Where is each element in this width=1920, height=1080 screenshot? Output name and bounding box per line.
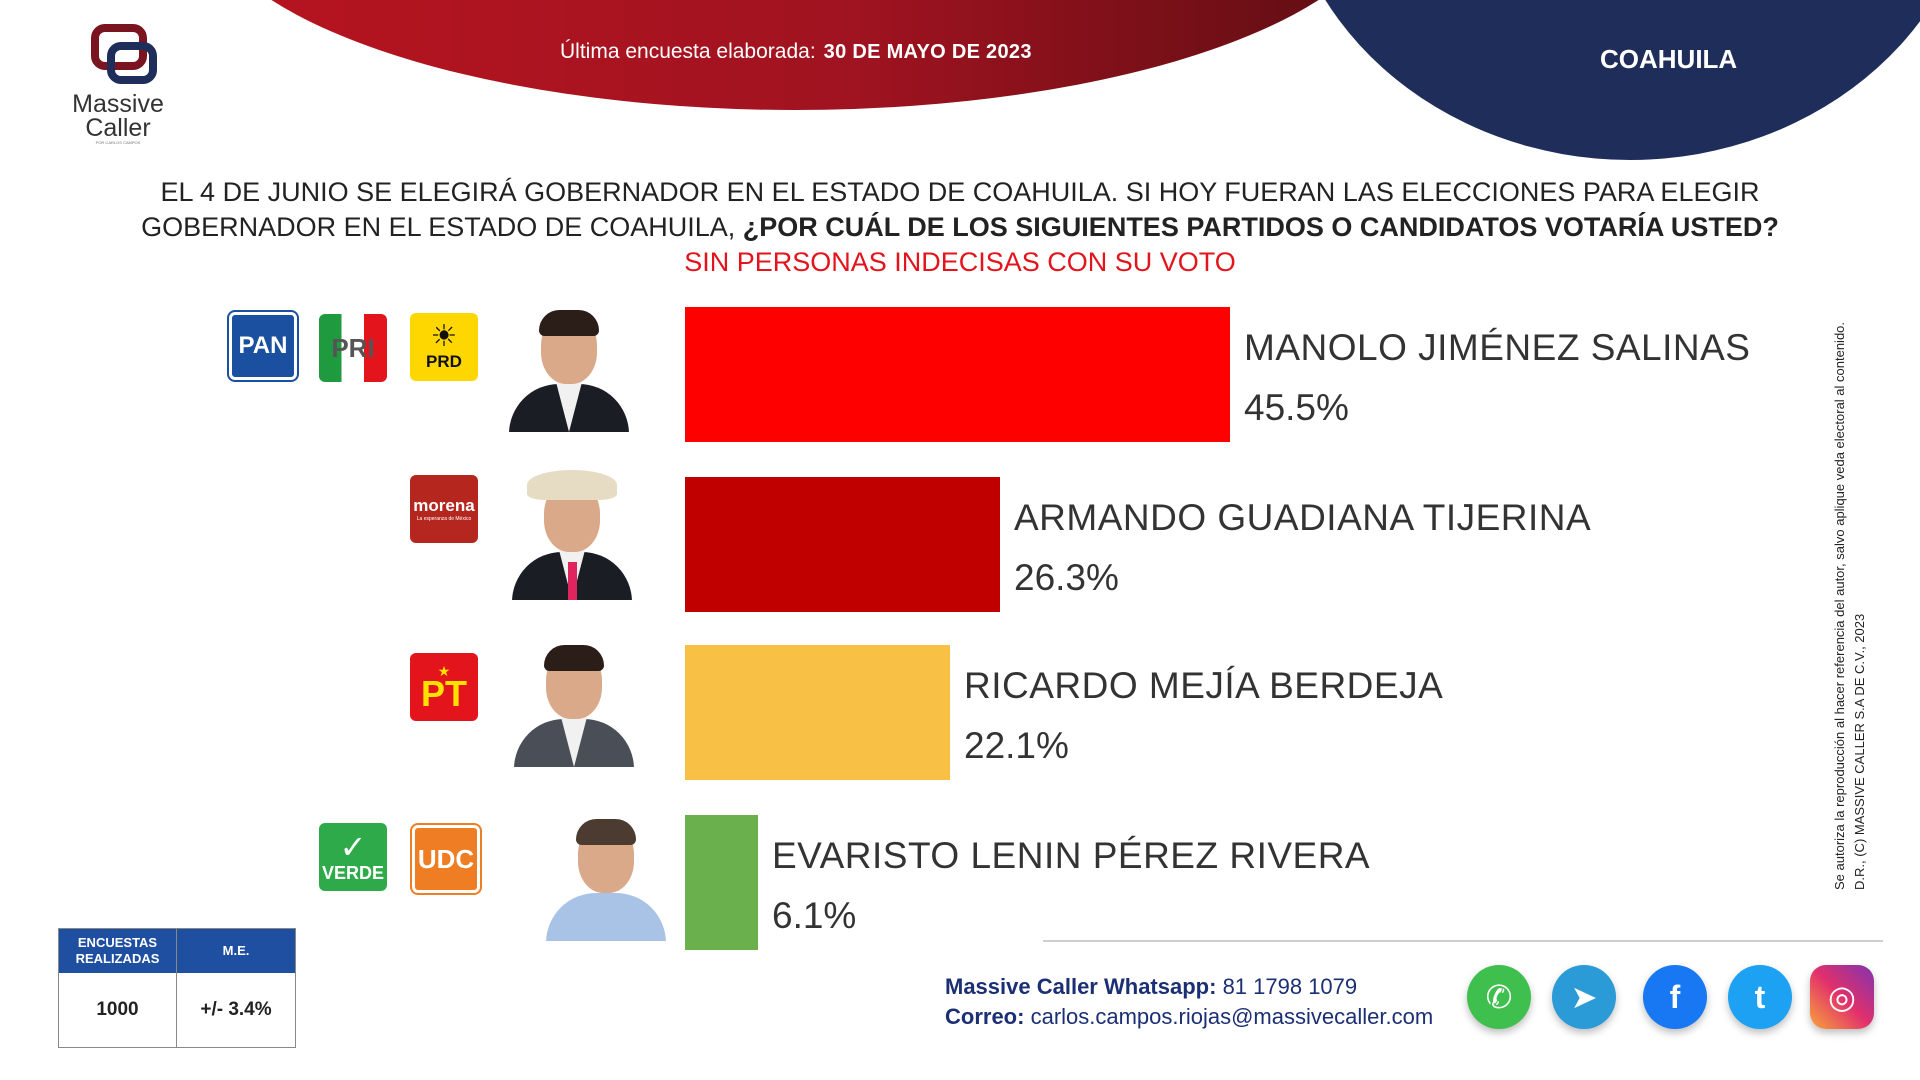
- pt-text: PT: [420, 673, 467, 714]
- candidate-name-guadiana: ARMANDO GUADIANA TIJERINA: [1014, 497, 1592, 538]
- survey-stats-table: ENCUESTAS REALIZADAS M.E. 1000 +/- 3.4%: [58, 928, 296, 1048]
- logo-name-2: Caller: [85, 114, 151, 142]
- stats-header-margin: M.E.: [177, 929, 295, 973]
- verde-toucan-icon: ✓: [339, 828, 367, 865]
- candidate-value-perez: 6.1%: [772, 895, 857, 936]
- bar-guadiana: [685, 477, 1000, 612]
- bar-jimenez: [685, 307, 1230, 442]
- udc-text: UDC: [417, 843, 475, 874]
- candidate-value-mejia: 22.1%: [964, 725, 1069, 766]
- whatsapp-label: Massive Caller Whatsapp:: [945, 974, 1217, 999]
- candidate-photo-jimenez: [504, 302, 634, 432]
- survey-date-line: Última encuesta elaborada: 30 DE MAYO DE …: [560, 40, 1032, 64]
- logo-name-1: Massive: [72, 90, 164, 118]
- logo-mark-icon: [73, 22, 163, 92]
- telegram-icon[interactable]: ➤: [1552, 965, 1616, 1029]
- prd-text: PRD: [426, 352, 462, 371]
- stats-value-surveys: 1000: [59, 973, 177, 1047]
- candidate-photo-perez: [541, 811, 671, 941]
- pri-text: PRI: [331, 332, 375, 363]
- pt-logo: ★ PT: [410, 653, 478, 721]
- pri-logo: PRI: [319, 314, 387, 382]
- whatsapp-number[interactable]: 81 1798 1079: [1222, 974, 1358, 999]
- bar-perez: [685, 815, 758, 950]
- prd-sun-icon: ☀: [430, 320, 458, 353]
- whatsapp-icon[interactable]: ✆: [1467, 965, 1531, 1029]
- udc-logo: UDC: [412, 825, 480, 893]
- question-line-1: EL 4 DE JUNIO SE ELEGIRÁ GOBERNADOR EN E…: [160, 177, 1760, 207]
- candidate-photo-mejia: [509, 637, 639, 767]
- candidate-name-jimenez: MANOLO JIMÉNEZ SALINAS: [1244, 327, 1751, 368]
- header-navy-circle: [1280, 0, 1920, 160]
- morena-logo: morena La esperanza de México: [410, 475, 478, 543]
- pan-logo: PAN: [229, 312, 297, 380]
- pt-star-icon: ★: [437, 663, 451, 679]
- candidate-name-mejia: RICARDO MEJÍA BERDEJA: [964, 665, 1444, 706]
- twitter-icon[interactable]: t: [1728, 965, 1792, 1029]
- survey-label: Última encuesta elaborada:: [560, 40, 816, 63]
- email-label: Correo:: [945, 1004, 1025, 1029]
- verde-text: VERDE: [321, 862, 384, 883]
- candidate-photo-guadiana: [507, 470, 637, 600]
- copyright-vertical: Se autoriza la reproducción al hacer ref…: [1830, 322, 1870, 890]
- bar-mejia: [685, 645, 950, 780]
- candidate-value-guadiana: 26.3%: [1014, 557, 1119, 598]
- state-name: COAHUILA: [1600, 44, 1738, 74]
- email-address[interactable]: carlos.campos.riojas@massivecaller.com: [1030, 1004, 1434, 1029]
- copyright-line-2: Se autoriza la reproducción al hacer ref…: [1832, 321, 1847, 890]
- copyright-line-1: D.R., (C) MASSIVE CALLER S.A DE C.V., 20…: [1852, 613, 1867, 890]
- survey-date: 30 DE MAYO DE 2023: [823, 41, 1032, 63]
- morena-tagline: La esperanza de México: [416, 516, 472, 522]
- stats-header-surveys: ENCUESTAS REALIZADAS: [59, 929, 177, 973]
- candidate-value-jimenez: 45.5%: [1244, 387, 1349, 428]
- logo-tagline: POR CARLOS CAMPOS: [95, 140, 141, 145]
- survey-question: EL 4 DE JUNIO SE ELEGIRÁ GOBERNADOR EN E…: [120, 175, 1800, 280]
- pan-text: PAN: [238, 332, 288, 359]
- contact-info: Massive Caller Whatsapp: 81 1798 1079 Co…: [945, 972, 1433, 1032]
- verde-logo: ✓ VERDE: [319, 823, 387, 891]
- morena-text: morena: [413, 496, 475, 515]
- candidate-name-perez: EVARISTO LENIN PÉREZ RIVERA: [772, 835, 1371, 876]
- question-subtitle: SIN PERSONAS INDECISAS CON SU VOTO: [684, 247, 1236, 277]
- massive-caller-logo: Massive Caller POR CARLOS CAMPOS: [58, 22, 178, 145]
- facebook-icon[interactable]: f: [1643, 965, 1707, 1029]
- footer-divider: [1043, 940, 1883, 942]
- question-line-2: GOBERNADOR EN EL ESTADO DE COAHUILA, ¿PO…: [120, 210, 1800, 245]
- prd-logo: ☀ PRD: [410, 313, 478, 381]
- stats-value-margin: +/- 3.4%: [200, 999, 272, 1020]
- question-line-2-regular: GOBERNADOR EN EL ESTADO DE COAHUILA,: [141, 212, 736, 242]
- question-line-2-bold: ¿POR CUÁL DE LOS SIGUIENTES PARTIDOS O C…: [742, 212, 1779, 242]
- instagram-icon[interactable]: ◎: [1810, 965, 1874, 1029]
